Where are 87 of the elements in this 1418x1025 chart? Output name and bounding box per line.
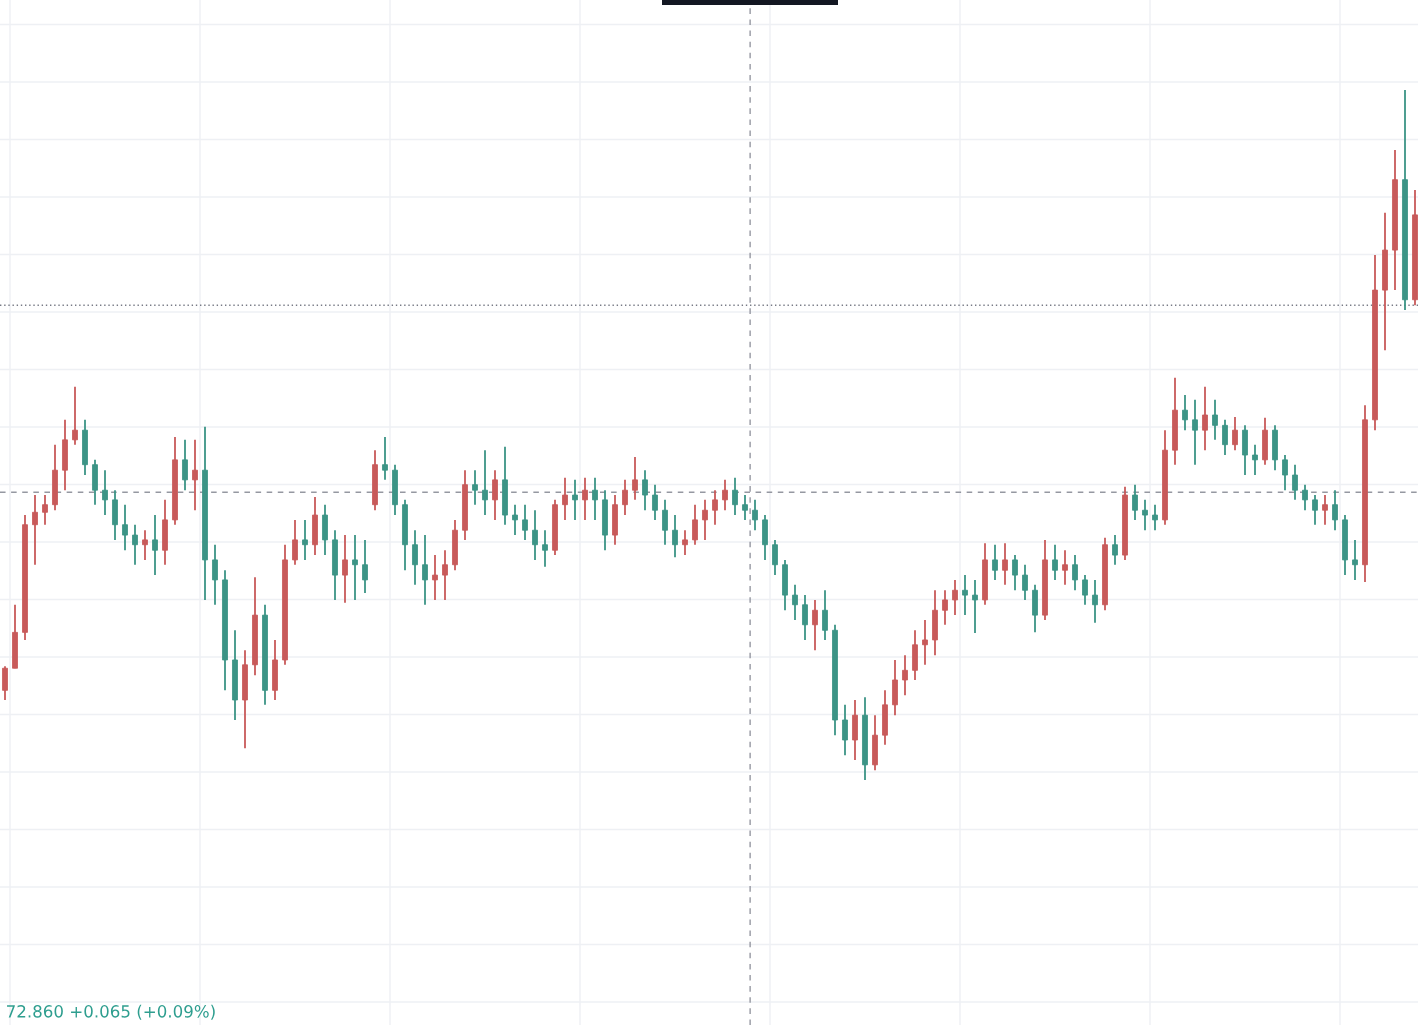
candlestick	[812, 599, 818, 652]
candlestick	[542, 529, 548, 568]
candlestick	[122, 503, 128, 552]
candlestick	[952, 579, 958, 617]
candlestick	[1292, 463, 1298, 501]
candlestick	[72, 385, 78, 446]
candlestick	[32, 494, 38, 566]
candlestick	[1312, 494, 1318, 526]
candlestick	[482, 449, 488, 516]
candlestick	[742, 494, 748, 521]
candlestick	[652, 483, 658, 521]
candlestick	[1072, 554, 1078, 592]
candlestick	[2, 665, 8, 701]
candlestick	[412, 529, 418, 586]
candlestick	[722, 478, 728, 512]
candlestick	[352, 534, 358, 601]
candlestick	[142, 529, 148, 561]
candlestick	[212, 543, 218, 606]
candlestick	[1322, 494, 1328, 526]
candlestick	[662, 498, 668, 546]
candlestick	[302, 518, 308, 561]
candlestick	[42, 494, 48, 526]
candlestick	[1192, 398, 1198, 466]
candlestick	[732, 476, 738, 516]
candlestick	[702, 498, 708, 541]
candlestick	[582, 476, 588, 521]
candlestick	[512, 503, 518, 536]
candlestick	[792, 583, 798, 621]
candlestick	[822, 589, 828, 641]
candlestick	[1352, 538, 1358, 581]
candlestick	[962, 574, 968, 617]
candlestick	[1012, 554, 1018, 592]
candlestick	[1142, 498, 1148, 532]
candlestick	[972, 579, 978, 634]
candlestick	[382, 436, 388, 481]
candlestick	[992, 543, 998, 581]
candlestick	[1182, 394, 1188, 432]
candlestick	[712, 489, 718, 526]
candlestick	[752, 498, 758, 532]
candlestick	[1052, 543, 1058, 581]
candlestick	[152, 514, 158, 576]
candlestick	[422, 534, 428, 606]
candlestick	[632, 456, 638, 501]
candlestick	[1232, 416, 1238, 452]
candlestick	[432, 554, 438, 601]
candlestick	[842, 703, 848, 757]
candlestick	[1112, 534, 1118, 566]
candlestick	[522, 503, 528, 541]
candlestick	[802, 594, 808, 641]
candlestick	[1022, 563, 1028, 601]
candlestick	[192, 438, 198, 512]
text: 72.860 +0.065 (+0.09%)	[7, 1004, 215, 1020]
candlestick	[572, 478, 578, 521]
candlestick	[592, 476, 598, 521]
candlestick	[1002, 542, 1008, 586]
candlestick	[622, 478, 628, 516]
candlestick	[102, 469, 108, 516]
candlestick	[942, 589, 948, 626]
candlestick	[1092, 579, 1098, 624]
candlestick	[362, 538, 368, 594]
candlestick	[682, 529, 688, 556]
candlestick	[1222, 418, 1228, 456]
candlestick	[922, 619, 928, 666]
candlestick	[1302, 483, 1308, 512]
candlestick	[1132, 483, 1138, 521]
candlestick	[1252, 443, 1258, 476]
candlestick	[642, 469, 648, 512]
candlestick	[1282, 454, 1288, 492]
candlestick	[492, 469, 498, 521]
candlestick	[772, 538, 778, 576]
candlestick	[672, 514, 678, 559]
candlestick	[1212, 398, 1218, 441]
candlestick	[692, 503, 698, 546]
candlestick	[472, 469, 478, 506]
candlestick	[292, 518, 298, 566]
candlestick	[1202, 385, 1208, 452]
candlestick	[532, 509, 538, 561]
candlestick	[1152, 503, 1158, 532]
candlestick	[182, 438, 188, 492]
candlestick	[902, 654, 908, 697]
candlestick	[442, 549, 448, 601]
candlestick	[1082, 574, 1088, 606]
candlestick	[562, 476, 568, 521]
candlestick	[1332, 489, 1338, 532]
candlestick	[132, 523, 138, 566]
candlestick	[1062, 549, 1068, 586]
candlestick	[342, 534, 348, 604]
